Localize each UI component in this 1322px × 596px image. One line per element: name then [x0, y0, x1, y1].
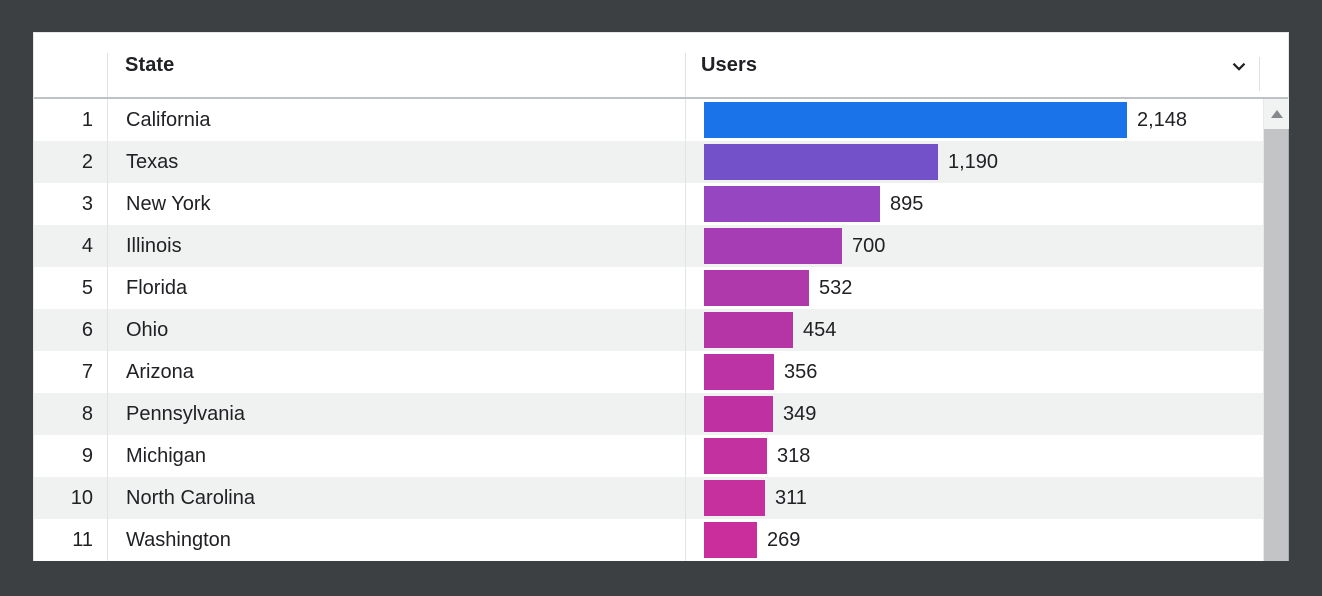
row-users: 2,148 — [685, 99, 1263, 141]
table-row: 9 Michigan 318 — [34, 435, 1263, 477]
table-row: 6 Ohio 454 — [34, 309, 1263, 351]
header-divider — [1259, 57, 1260, 91]
row-rank: 10 — [70, 486, 93, 509]
table-row: 10 North Carolina 311 — [34, 477, 1263, 519]
state-header-label: State — [125, 53, 175, 76]
table-row: 5 Florida 532 — [34, 267, 1263, 309]
row-rank: 4 — [81, 234, 93, 257]
scrollbar-up-button[interactable] — [1264, 99, 1289, 129]
row-users: 454 — [685, 309, 1263, 351]
vertical-scrollbar[interactable] — [1263, 99, 1289, 561]
header-divider — [107, 53, 108, 97]
table-body: 1 California 2,148 2 Texas 1,190 3 New York 895 4… — [34, 99, 1263, 561]
row-state: California — [107, 99, 685, 141]
row-state: Texas — [107, 141, 685, 183]
row-state: Arizona — [107, 351, 685, 393]
row-users: 349 — [685, 393, 1263, 435]
chevron-down-icon[interactable] — [1228, 55, 1250, 77]
row-state: New York — [107, 183, 685, 225]
users-value: 532 — [819, 276, 853, 299]
row-rank: 3 — [81, 192, 93, 215]
row-rank: 5 — [81, 276, 93, 299]
row-users: 311 — [685, 477, 1263, 519]
users-value: 311 — [775, 486, 807, 509]
row-users: 532 — [685, 267, 1263, 309]
row-rank: 11 — [72, 528, 93, 551]
row-state: Michigan — [107, 435, 685, 477]
row-users: 895 — [685, 183, 1263, 225]
row-state: Pennsylvania — [107, 393, 685, 435]
users-bar — [704, 312, 793, 348]
table-row: 7 Arizona 356 — [34, 351, 1263, 393]
row-state: North Carolina — [107, 477, 685, 519]
users-header-label: Users — [701, 53, 758, 76]
table-card: State Users 1 California 2,148 2 Texas 1,190 3… — [33, 32, 1289, 561]
users-bar — [704, 396, 773, 432]
users-bar — [704, 102, 1127, 138]
row-users: 700 — [685, 225, 1263, 267]
row-rank: 2 — [81, 150, 93, 173]
row-rank: 8 — [81, 402, 93, 425]
row-state: Florida — [107, 267, 685, 309]
table-row: 11 Washington 269 — [34, 519, 1263, 561]
users-value: 1,190 — [948, 150, 999, 173]
users-value: 700 — [852, 234, 886, 257]
table-row: 3 New York 895 — [34, 183, 1263, 225]
row-rank: 6 — [81, 318, 93, 341]
row-users: 318 — [685, 435, 1263, 477]
users-bar — [704, 270, 809, 306]
users-bar — [704, 228, 842, 264]
scrollbar-thumb[interactable] — [1264, 129, 1289, 561]
users-value: 356 — [784, 360, 818, 383]
users-bar — [704, 186, 880, 222]
row-rank: 7 — [81, 360, 93, 383]
row-users: 356 — [685, 351, 1263, 393]
users-bar — [704, 522, 757, 558]
header-divider — [685, 53, 686, 97]
row-state: Illinois — [107, 225, 685, 267]
users-value: 895 — [890, 192, 924, 215]
table-row: 1 California 2,148 — [34, 99, 1263, 141]
users-bar — [704, 480, 765, 516]
row-rank: 9 — [81, 444, 93, 467]
users-value: 269 — [767, 528, 801, 551]
users-value: 2,148 — [1137, 108, 1188, 131]
row-users: 269 — [685, 519, 1263, 561]
users-value: 454 — [803, 318, 837, 341]
users-column-header[interactable]: Users — [701, 33, 757, 97]
state-column-header[interactable]: State — [125, 33, 174, 97]
users-bar — [704, 354, 774, 390]
users-value: 318 — [777, 444, 811, 467]
users-bar — [704, 144, 938, 180]
row-state: Washington — [107, 519, 685, 561]
table-row: 8 Pennsylvania 349 — [34, 393, 1263, 435]
table-header-row: State Users — [34, 33, 1288, 99]
table-row: 4 Illinois 700 — [34, 225, 1263, 267]
row-users: 1,190 — [685, 141, 1263, 183]
row-rank: 1 — [81, 108, 93, 131]
row-state: Ohio — [107, 309, 685, 351]
users-value: 349 — [783, 402, 817, 425]
triangle-up-icon — [1270, 110, 1283, 118]
users-bar — [704, 438, 767, 474]
table-row: 2 Texas 1,190 — [34, 141, 1263, 183]
